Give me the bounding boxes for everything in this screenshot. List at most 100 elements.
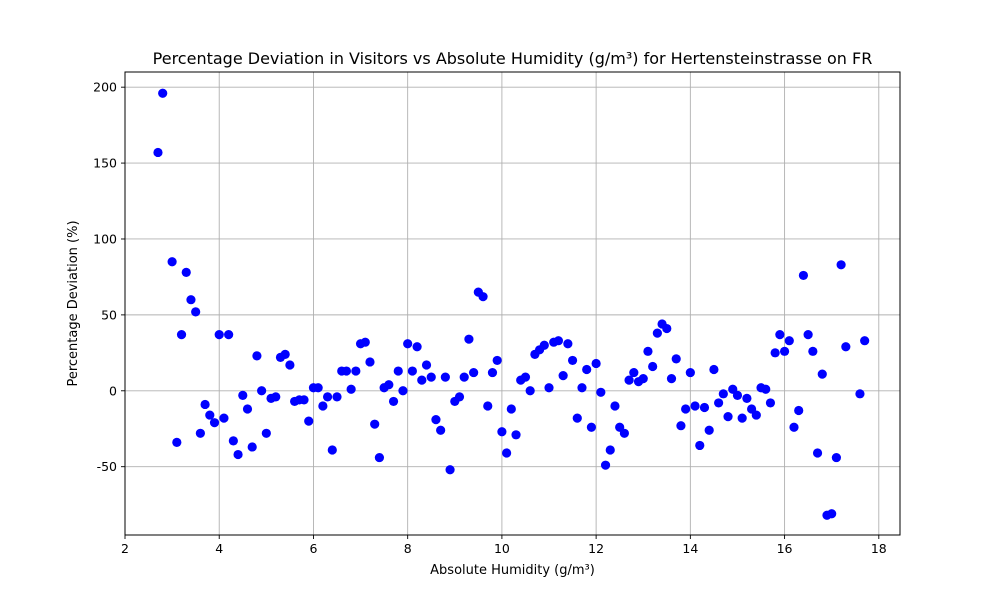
data-point [228, 436, 238, 446]
data-point [492, 355, 502, 366]
data-point [431, 415, 441, 425]
data-point [779, 346, 790, 356]
x-tick-label: 12 [588, 541, 604, 556]
data-point [812, 448, 823, 458]
data-point [454, 392, 465, 402]
data-point [817, 369, 827, 379]
data-point [539, 340, 549, 350]
data-point [676, 421, 686, 431]
data-point [469, 367, 479, 378]
data-point [247, 442, 257, 452]
data-point [624, 375, 634, 385]
data-point [666, 374, 677, 384]
data-point [714, 398, 724, 408]
data-point [209, 418, 220, 428]
y-tick-label: 100 [93, 231, 117, 246]
data-point [318, 401, 328, 411]
data-point [181, 267, 191, 277]
data-point [388, 396, 399, 407]
data-point [619, 428, 629, 438]
data-point [563, 339, 573, 349]
data-point [370, 419, 380, 429]
data-point [384, 380, 394, 390]
data-point [808, 346, 818, 356]
data-point [638, 374, 648, 384]
data-point [794, 405, 804, 416]
data-point [662, 323, 672, 334]
data-point [770, 348, 780, 358]
data-point [629, 367, 639, 378]
data-point [610, 401, 620, 411]
data-point [327, 445, 337, 455]
data-point [421, 360, 432, 370]
y-tick-label: 200 [93, 80, 117, 95]
data-point [742, 393, 752, 403]
data-point [257, 386, 267, 396]
data-point [365, 357, 375, 367]
data-point [200, 399, 210, 410]
data-point [271, 392, 281, 402]
data-point [577, 383, 587, 393]
data-point [176, 330, 187, 340]
data-point [407, 366, 417, 376]
data-point [798, 270, 809, 281]
data-point [586, 422, 597, 432]
data-point [553, 336, 564, 346]
data-point [600, 460, 611, 470]
data-point [709, 364, 719, 375]
data-point [511, 430, 521, 440]
data-point [322, 392, 333, 402]
data-point [346, 384, 356, 394]
data-point [195, 428, 205, 438]
data-point [313, 383, 323, 393]
data-point [765, 398, 776, 408]
x-tick-label: 16 [777, 541, 793, 556]
data-point [855, 389, 865, 399]
data-point [464, 334, 474, 344]
data-point [459, 372, 469, 382]
data-point [605, 445, 615, 455]
data-point [506, 404, 516, 414]
x-tick-label: 10 [494, 541, 510, 556]
data-point [483, 401, 493, 411]
data-point [478, 292, 488, 302]
data-point [841, 342, 851, 352]
data-point [445, 465, 455, 475]
data-point [671, 354, 681, 364]
plot-frame [124, 71, 901, 536]
data-point [775, 330, 785, 340]
data-point [440, 372, 450, 382]
data-point [403, 339, 413, 349]
x-tick-label: 8 [404, 541, 412, 556]
data-points [153, 88, 870, 520]
y-axis-label: Percentage Deviation (%) [66, 220, 81, 386]
data-point [242, 404, 253, 414]
y-tick-label: 150 [93, 156, 117, 171]
data-point [544, 383, 554, 393]
data-point [252, 351, 262, 361]
data-point [558, 371, 568, 381]
y-tick-label: 0 [109, 383, 117, 398]
data-point [417, 375, 427, 385]
grid-lines [124, 72, 900, 535]
data-point [699, 402, 710, 413]
data-point [652, 328, 662, 338]
axis-ticks: 2 4 6 8 10 12 14 16 18 -50 0 50 100 150 200 [93, 80, 887, 556]
data-point [158, 88, 168, 98]
data-point [497, 427, 507, 437]
data-point [224, 330, 234, 340]
data-point [233, 449, 243, 460]
chart-title: Percentage Deviation in Visitors vs Abso… [153, 49, 873, 68]
data-point [704, 425, 714, 435]
x-tick-label: 18 [871, 541, 887, 556]
data-point [219, 413, 229, 423]
data-point [860, 336, 870, 346]
data-point [648, 361, 658, 372]
data-point [341, 366, 352, 376]
data-point [261, 428, 271, 438]
data-point [718, 389, 728, 399]
data-point [732, 390, 743, 400]
data-point [572, 413, 582, 423]
data-point [172, 437, 182, 447]
